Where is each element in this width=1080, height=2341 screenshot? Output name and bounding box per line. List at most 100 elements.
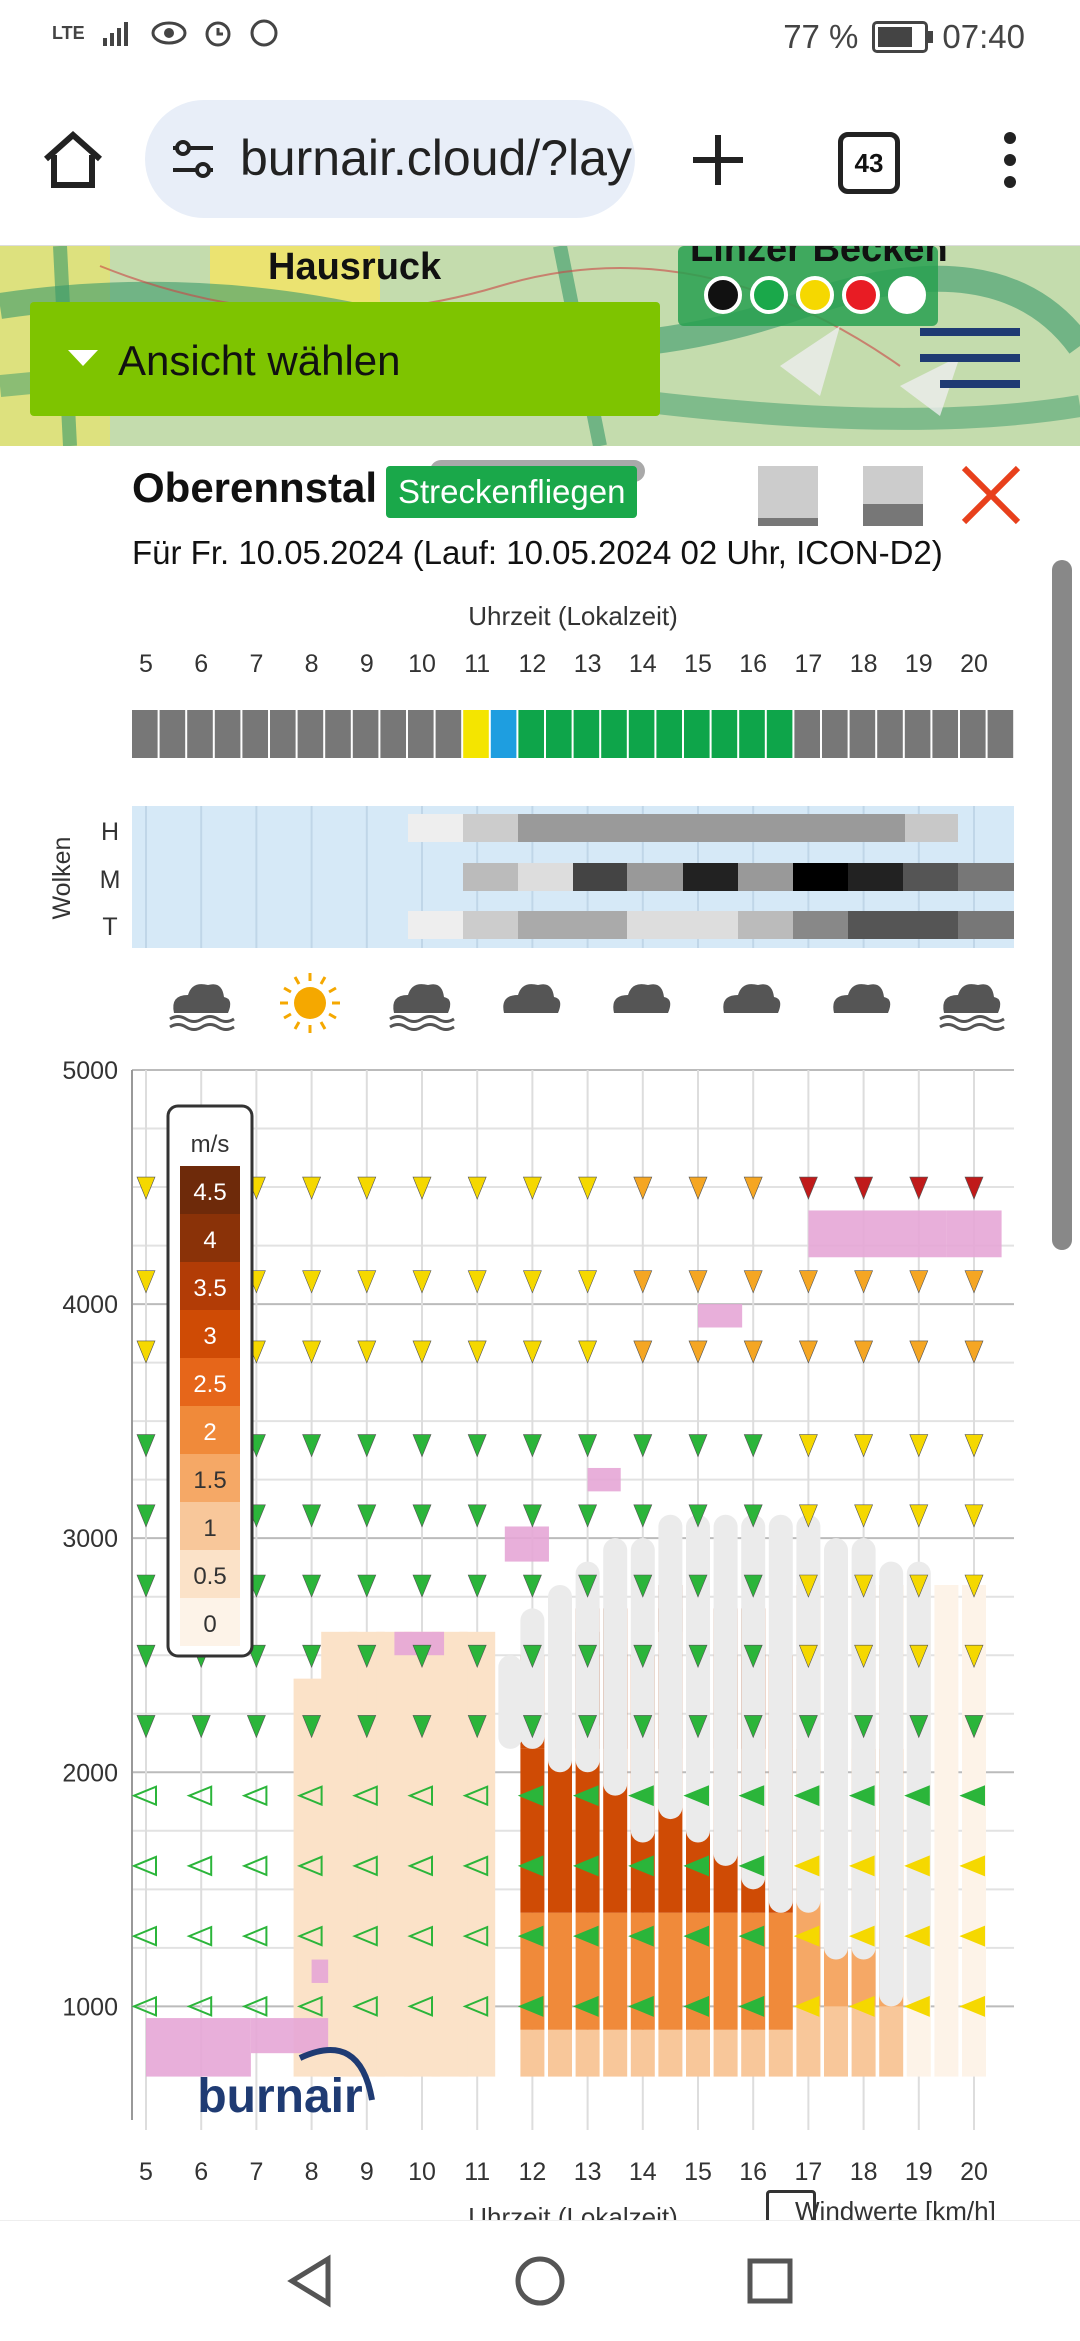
wind-arrow-icon: [467, 1176, 487, 1200]
region-dot-white[interactable]: [888, 276, 926, 314]
layout-small-icon[interactable]: [758, 466, 818, 526]
tab-switcher-button[interactable]: 43: [838, 132, 900, 194]
wind-arrow-icon: [904, 1925, 930, 1947]
wind-arrow-icon: [854, 1715, 874, 1739]
cloud-column: [824, 1538, 848, 1960]
wind-arrow-icon: [296, 1925, 323, 1947]
thermal-bar: [431, 1631, 468, 2077]
wind-arrow-icon: [743, 1504, 763, 1528]
wind-arrow-icon: [186, 1995, 213, 2017]
x-tick-label: 8: [305, 2158, 319, 2186]
wind-arrow-icon: [743, 1176, 763, 1200]
cloud-mid-segment: [738, 863, 793, 891]
close-icon[interactable]: [958, 462, 1024, 528]
top-hour-label: 20: [960, 650, 988, 678]
select-view-button[interactable]: Ansicht wählen: [30, 302, 660, 416]
home-icon[interactable]: [38, 125, 108, 195]
wind-arrow-icon: [738, 1925, 765, 1947]
inversion-block: [394, 1631, 445, 1656]
wind-arrow-icon: [743, 1434, 763, 1458]
cloud-low-segment: [408, 911, 463, 939]
home-circle-icon[interactable]: [510, 2251, 570, 2311]
flight-status-cell: [849, 710, 876, 758]
thermal-bar: [548, 1748, 572, 1913]
wind-arrow-icon: [467, 1340, 487, 1364]
wind-arrow-icon: [798, 1504, 818, 1528]
wind-arrow-icon: [131, 1995, 157, 2017]
back-icon[interactable]: [280, 2251, 340, 2311]
flight-status-cell: [408, 710, 434, 758]
alarm-icon: [205, 21, 231, 47]
cloud-low-segment: [793, 911, 848, 939]
wind-arrow-icon: [743, 1574, 763, 1598]
recents-icon[interactable]: [740, 2251, 800, 2311]
x-tick-label: 12: [518, 2158, 546, 2186]
wind-arrow-icon: [964, 1644, 984, 1669]
scrollbar[interactable]: [1052, 560, 1072, 1250]
wind-arrow-icon: [633, 1176, 653, 1200]
region-dot-yellow[interactable]: [796, 276, 834, 314]
wind-arrow-icon: [522, 1504, 542, 1528]
flight-status-cell: [573, 710, 600, 758]
wind-arrow-icon: [462, 1995, 489, 2017]
wind-arrow-icon: [517, 1925, 544, 1947]
wind-arrow-icon: [241, 1785, 268, 1807]
x-tick-label: 13: [574, 2158, 602, 2186]
wind-arrow-icon: [793, 1995, 820, 2017]
wind-arrow-icon: [633, 1270, 653, 1294]
wind-arrow-icon: [848, 1925, 875, 1947]
wind-arrow-icon: [131, 1785, 157, 1807]
legend-value: 0: [203, 1611, 216, 1638]
wind-arrow-icon: [462, 1855, 489, 1877]
legend-value: 3.5: [193, 1275, 226, 1302]
wind-arrow-icon: [572, 1855, 599, 1877]
wind-arrow-icon: [578, 1176, 598, 1200]
top-hour-label: 15: [684, 650, 712, 678]
url-bar[interactable]: burnair.cloud/?lay: [145, 100, 635, 218]
wind-arrow-icon: [633, 1340, 653, 1364]
wind-arrow-icon: [302, 1434, 322, 1458]
flight-status-cell: [739, 710, 765, 758]
top-hour-label: 5: [139, 650, 153, 678]
status-icons: LTE: [52, 18, 279, 48]
eye-icon: [151, 21, 187, 45]
region-dot-green[interactable]: [750, 276, 788, 314]
region-selector[interactable]: [678, 246, 938, 326]
wind-arrow-icon: [522, 1176, 542, 1200]
hamburger-menu-icon[interactable]: [920, 324, 1020, 394]
route-badge[interactable]: Streckenfliegen: [386, 466, 638, 518]
wind-arrow-icon: [798, 1574, 818, 1598]
more-menu-icon[interactable]: [1000, 130, 1020, 190]
wind-arrow-icon: [357, 1715, 377, 1739]
flight-status-cell: [987, 710, 1014, 758]
wind-arrow-icon: [964, 1270, 984, 1294]
wind-arrow-icon: [241, 1995, 268, 2017]
wind-arrow-icon: [136, 1644, 156, 1669]
region-dot-black[interactable]: [704, 276, 742, 314]
flight-status-cell: [380, 710, 406, 758]
wind-arrow-icon: [186, 1925, 213, 1947]
thermal-bar: [376, 1631, 413, 2077]
cloud-mid-segment: [518, 863, 573, 891]
legend-value: 1: [203, 1515, 216, 1542]
wind-arrow-icon: [578, 1504, 598, 1528]
cloud-level-high: H: [101, 818, 119, 846]
new-tab-icon[interactable]: [683, 125, 753, 195]
burnair-logo: burnair: [197, 2070, 362, 2123]
wind-arrow-icon: [578, 1715, 598, 1739]
wind-arrow-icon: [572, 1995, 599, 2017]
site-settings-icon[interactable]: [167, 134, 219, 184]
y-tick-label: 1000: [62, 1993, 118, 2021]
region-dot-red[interactable]: [842, 276, 880, 314]
flight-status-cell: [601, 710, 627, 758]
wind-arrow-icon: [407, 1925, 433, 1947]
cloud-column: [796, 1514, 821, 1913]
y-tick-label: 2000: [62, 1759, 118, 1787]
flight-status-cell: [656, 710, 682, 758]
clouds-axis-label: Wolken: [48, 837, 76, 920]
wind-arrow-icon: [352, 1785, 378, 1807]
wind-arrow-icon: [412, 1715, 432, 1739]
wind-arrow-icon: [964, 1574, 984, 1598]
layout-large-icon[interactable]: [863, 466, 923, 526]
wind-arrow-icon: [357, 1644, 377, 1669]
